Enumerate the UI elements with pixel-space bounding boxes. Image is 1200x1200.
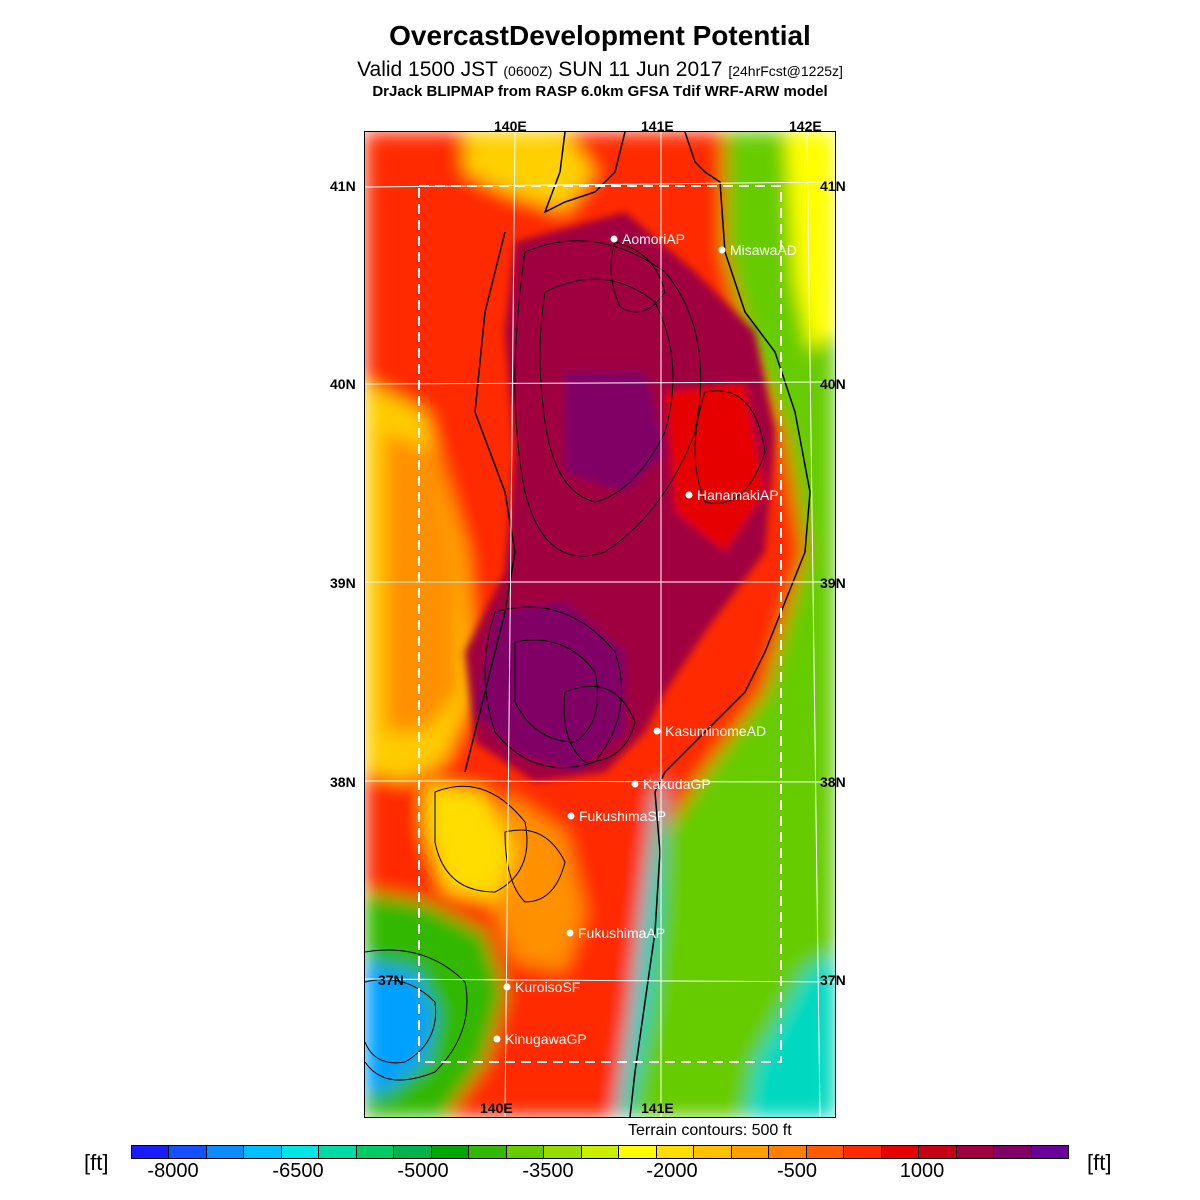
right-lat-label: 38N <box>820 774 846 790</box>
valid-time-local: Valid 1500 JST <box>357 58 498 81</box>
colorbar-swatch <box>244 1146 282 1158</box>
colorbar <box>131 1145 1069 1159</box>
colorbar-swatch <box>356 1146 395 1158</box>
colorbar-swatch <box>619 1146 657 1158</box>
map-panel[interactable]: AomoriAP MisawaAD HanamakiAP KasuminomeAD Ka… <box>364 131 836 1118</box>
colorbar-tick-label: -5000 <box>397 1160 449 1182</box>
inner-domain-box <box>418 185 782 1063</box>
colorbar-swatch <box>656 1146 695 1158</box>
colorbar-swatch <box>581 1146 620 1158</box>
left-lat-label: 40N <box>330 376 356 392</box>
colorbar-swatch <box>506 1146 545 1158</box>
colorbar-swatch <box>394 1146 432 1158</box>
station-dot <box>567 812 575 820</box>
station-label: KuroisoSF <box>515 979 580 995</box>
map-canvas[interactable]: AomoriAP MisawaAD HanamakiAP KasuminomeAD Ka… <box>365 132 835 1117</box>
colorbar-swatch <box>132 1146 170 1158</box>
colorbar-tick-label: -6500 <box>272 1160 324 1182</box>
left-lat-label: 37N <box>378 972 404 988</box>
colorbar-swatch <box>281 1146 320 1158</box>
coastline <box>464 132 811 1117</box>
colorbar-swatch <box>994 1146 1032 1158</box>
colorbar-swatch <box>844 1146 882 1158</box>
station-label: KakudaGP <box>643 776 711 792</box>
station-label: KasuminomeAD <box>665 723 766 739</box>
colorbar-swatch <box>769 1146 807 1158</box>
colorbar-swatch <box>469 1146 507 1158</box>
station-dot <box>718 246 726 254</box>
southwest-blue <box>365 962 435 1092</box>
south-orange <box>485 792 585 972</box>
colorbar-swatch <box>169 1146 207 1158</box>
map-title: OvercastDevelopment Potential <box>389 20 811 51</box>
valid-time: Valid 1500 JST (0600Z) SUN 11 Jun 2017 [… <box>0 58 1200 82</box>
left-lat-label: 41N <box>330 178 356 194</box>
colorbar-tick-label: -500 <box>776 1160 818 1182</box>
latlon-grid <box>365 132 835 1117</box>
station-dot <box>503 983 511 991</box>
colorbar-swatch <box>544 1146 582 1158</box>
right-lat-label: 40N <box>820 376 846 392</box>
terrain-contours <box>365 240 766 1081</box>
top-lon-label: 140E <box>494 118 527 134</box>
forecast-info: [24hrFcst@1225z] <box>728 63 843 79</box>
coast-cyan <box>615 782 665 1117</box>
colorbar-tick-label: -3500 <box>522 1160 574 1182</box>
station-dot <box>493 1035 501 1043</box>
valid-date: SUN 11 Jun 2017 <box>558 58 723 81</box>
colorbar-tick-label: 1000 <box>899 1160 945 1182</box>
pacific-cyan <box>745 952 835 1117</box>
colorbar-swatch <box>919 1146 957 1158</box>
unit-left: [ft] <box>84 1150 109 1175</box>
colorbar-swatch <box>431 1146 470 1158</box>
station-dot <box>610 235 618 243</box>
station-markers: AomoriAP MisawaAD HanamakiAP KasuminomeAD Ka… <box>493 231 797 1047</box>
right-lat-label: 39N <box>820 575 846 591</box>
station-label: AomoriAP <box>622 231 685 247</box>
terrain-note: Terrain contours: 500 ft <box>628 1122 792 1139</box>
colorbar-swatch <box>319 1146 357 1158</box>
colorbar-swatch <box>956 1146 995 1158</box>
unit-right: [ft] <box>1087 1150 1112 1175</box>
colorbar-swatch <box>206 1146 245 1158</box>
pacific-yellow <box>785 132 835 352</box>
colorbar-swatch <box>731 1146 770 1158</box>
right-lat-label: 41N <box>820 178 846 194</box>
station-dot <box>631 780 639 788</box>
colorbar-tick-label: -2000 <box>646 1160 698 1182</box>
top-lon-label: 142E <box>789 118 822 134</box>
left-lat-label: 38N <box>330 774 356 790</box>
station-label: FukushimaSP <box>579 808 666 824</box>
right-lat-label: 37N <box>820 972 846 988</box>
station-dot <box>566 929 574 937</box>
bottom-lon-label: 141E <box>641 1100 674 1116</box>
colorbar-swatch <box>881 1146 920 1158</box>
station-label: HanamakiAP <box>697 487 779 503</box>
station-label: KinugawaGP <box>505 1031 587 1047</box>
station-dot <box>685 491 693 499</box>
colorbar-tick-label: -8000 <box>147 1160 199 1182</box>
model-info: DrJack BLIPMAP from RASP 6.0km GFSA Tdif… <box>372 83 828 100</box>
station-label: MisawaAD <box>730 242 797 258</box>
colorbar-swatch <box>694 1146 732 1158</box>
station-label: FukushimaAP <box>578 925 665 941</box>
bottom-lon-label: 140E <box>480 1100 513 1116</box>
station-dot <box>653 727 661 735</box>
colorbar-swatch <box>806 1146 845 1158</box>
colorbar-swatch <box>1031 1146 1069 1158</box>
top-lon-label: 141E <box>641 118 674 134</box>
left-lat-label: 39N <box>330 575 356 591</box>
valid-time-zulu: (0600Z) <box>503 63 553 79</box>
